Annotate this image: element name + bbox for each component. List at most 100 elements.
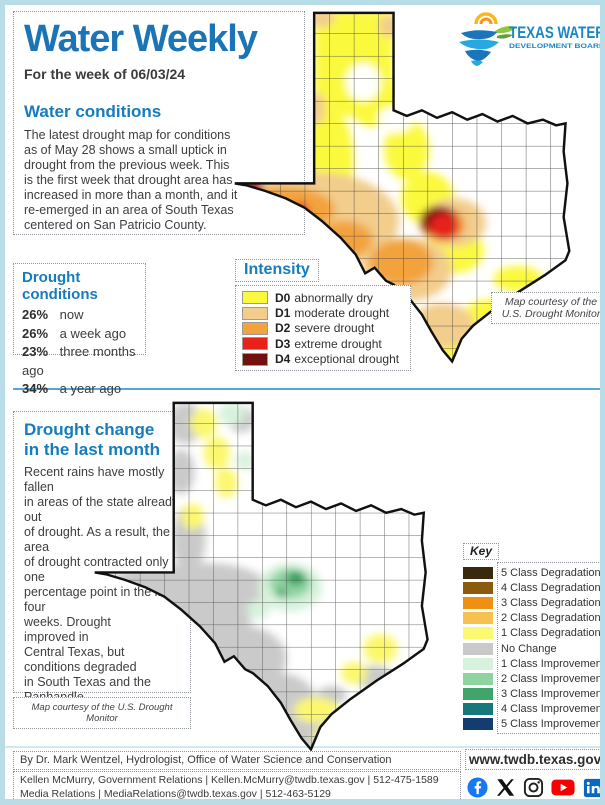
key-label: No Change — [501, 642, 557, 655]
d2-label: severe drought — [294, 321, 375, 336]
intensity-legend: D0 abnormally dry D1 moderate drought D2… — [235, 285, 411, 371]
key-label: 5 Class Improvement — [501, 718, 605, 731]
instagram-icon[interactable] — [523, 777, 544, 798]
key-heading: Key — [463, 543, 500, 560]
d1-code: D1 — [275, 306, 291, 321]
d3-code: D3 — [275, 336, 291, 351]
key-swatch — [463, 566, 493, 579]
key-label: 5 Class Degradation — [501, 566, 601, 579]
twdb-logo-text-2: DEVELOPMENT BOARD — [509, 43, 605, 50]
key-swatch — [463, 688, 493, 701]
d0-swatch — [242, 291, 268, 305]
key-swatch — [463, 627, 493, 640]
social-icons — [467, 777, 603, 798]
key-swatch — [463, 657, 493, 670]
key-label: 2 Class Improvement — [501, 672, 605, 685]
date-value: 06/03/24 — [130, 65, 186, 82]
key-row-nochange: No Change — [463, 641, 600, 656]
drought-conditions-heading: Drought conditions — [22, 269, 98, 303]
date-prefix: For the week of — [24, 65, 127, 82]
x-icon[interactable] — [496, 778, 515, 797]
key-label: 2 Class Degradation — [501, 612, 601, 625]
date-line: For the week of 06/03/24 — [24, 66, 294, 82]
key-label: 1 Class Improvement — [501, 657, 605, 670]
d4-label: exceptional drought — [294, 352, 400, 367]
footer-rule — [5, 746, 600, 748]
legend-row-d0: D0 abnormally dry — [242, 290, 404, 305]
section-divider — [13, 388, 600, 390]
stat-row-week: 26% a week ago — [22, 325, 137, 344]
drought-change-heading: Drought change in the last month — [24, 420, 160, 459]
map1-courtesy-note: Map courtesy of the U.S. Drought Monitor — [491, 292, 600, 324]
d4-swatch — [242, 352, 268, 366]
key-legend: 5 Class Degradation 4 Class Degradation … — [463, 565, 605, 732]
key-row-2deg: 2 Class Degradation — [463, 611, 601, 626]
key-swatch — [463, 581, 493, 594]
stat-label: now — [59, 307, 84, 322]
key-swatch — [463, 672, 493, 685]
byline: By Dr. Mark Wentzel, Hydrologist, Office… — [13, 751, 461, 770]
stat-label: a year ago — [59, 381, 122, 396]
map2-courtesy-note: Map courtesy of the U.S. Drought Monitor — [13, 697, 191, 729]
d2-code: D2 — [275, 321, 291, 336]
key-row-5deg: 5 Class Degradation — [463, 565, 601, 580]
key-row-1imp: 1 Class Improvement — [463, 656, 605, 671]
key-row-3deg: 3 Class Degradation — [463, 595, 601, 610]
key-row-3imp: 3 Class Improvement — [463, 687, 605, 702]
key-label: 1 Class Degradation — [501, 627, 601, 640]
legend-row-d3: D3 extreme drought — [242, 336, 404, 351]
key-label: 3 Class Improvement — [501, 688, 605, 701]
stat-row-three-months: 23% three months ago — [22, 343, 137, 380]
twdb-logo-mark — [459, 12, 517, 66]
water-conditions-heading: Water conditions — [24, 101, 162, 121]
d1-label: moderate drought — [294, 306, 390, 321]
key-swatch — [463, 642, 493, 655]
texas-outline — [94, 401, 429, 752]
d0-label: abnormally dry — [294, 290, 374, 305]
facebook-icon[interactable] — [467, 777, 488, 798]
stat-value: 26% — [22, 307, 49, 322]
stat-value: 34% — [22, 381, 49, 396]
key-label: 4 Class Improvement — [501, 703, 605, 716]
twdb-logo: TEXAS WATER DEVELOPMENT BOARD — [459, 12, 605, 66]
drought-conditions-panel: Drought conditions 26% now 26% a week ag… — [13, 263, 146, 396]
d0-code: D0 — [275, 290, 291, 305]
key-swatch — [463, 596, 493, 609]
key-swatch — [463, 612, 493, 625]
d2-swatch — [242, 321, 268, 335]
key-row-4deg: 4 Class Degradation — [463, 580, 601, 595]
stat-row-now: 26% now — [22, 306, 137, 325]
legend-row-d4: D4 exceptional drought — [242, 352, 404, 367]
stat-label: a week ago — [59, 325, 127, 341]
legend-row-d2: D2 severe drought — [242, 321, 404, 336]
drought-change-map — [94, 401, 429, 752]
page-title: Water Weekly — [24, 18, 258, 60]
d3-swatch — [242, 337, 268, 351]
key-label: 3 Class Degradation — [501, 596, 601, 609]
d4-code: D4 — [275, 352, 291, 367]
key-row-2imp: 2 Class Improvement — [463, 671, 605, 686]
water-conditions-text: The latest drought map for conditions as… — [24, 127, 238, 232]
intensity-heading: Intensity — [235, 259, 319, 282]
legend-row-d1: D1 moderate drought — [242, 305, 404, 320]
key-label: 4 Class Degradation — [501, 581, 601, 594]
contact-line-2: Media Relations | MediaRelations@twdb.te… — [20, 787, 331, 800]
d3-label: extreme drought — [294, 336, 382, 351]
key-row-5imp: 5 Class Improvement — [463, 717, 605, 732]
youtube-icon[interactable] — [551, 778, 575, 797]
key-swatch — [463, 703, 493, 716]
stat-label: three months ago — [22, 344, 136, 378]
linkedin-icon[interactable] — [583, 778, 603, 798]
stat-value: 23% — [22, 344, 49, 359]
stat-value: 26% — [22, 325, 49, 341]
contact-line-1: Kellen McMurry, Government Relations | K… — [20, 774, 439, 786]
key-swatch — [463, 718, 493, 731]
twdb-logo-text-1: TEXAS WATER — [509, 23, 605, 42]
key-row-1deg: 1 Class Degradation — [463, 626, 601, 641]
header-frame: Water Weekly For the week of 06/03/24 Wa… — [13, 11, 305, 235]
website-link[interactable]: www.twdb.texas.gov — [465, 749, 600, 770]
stat-row-year: 34% a year ago — [22, 380, 137, 399]
key-row-4imp: 4 Class Improvement — [463, 702, 605, 717]
contact-info: Kellen McMurry, Government Relations | K… — [13, 771, 461, 800]
